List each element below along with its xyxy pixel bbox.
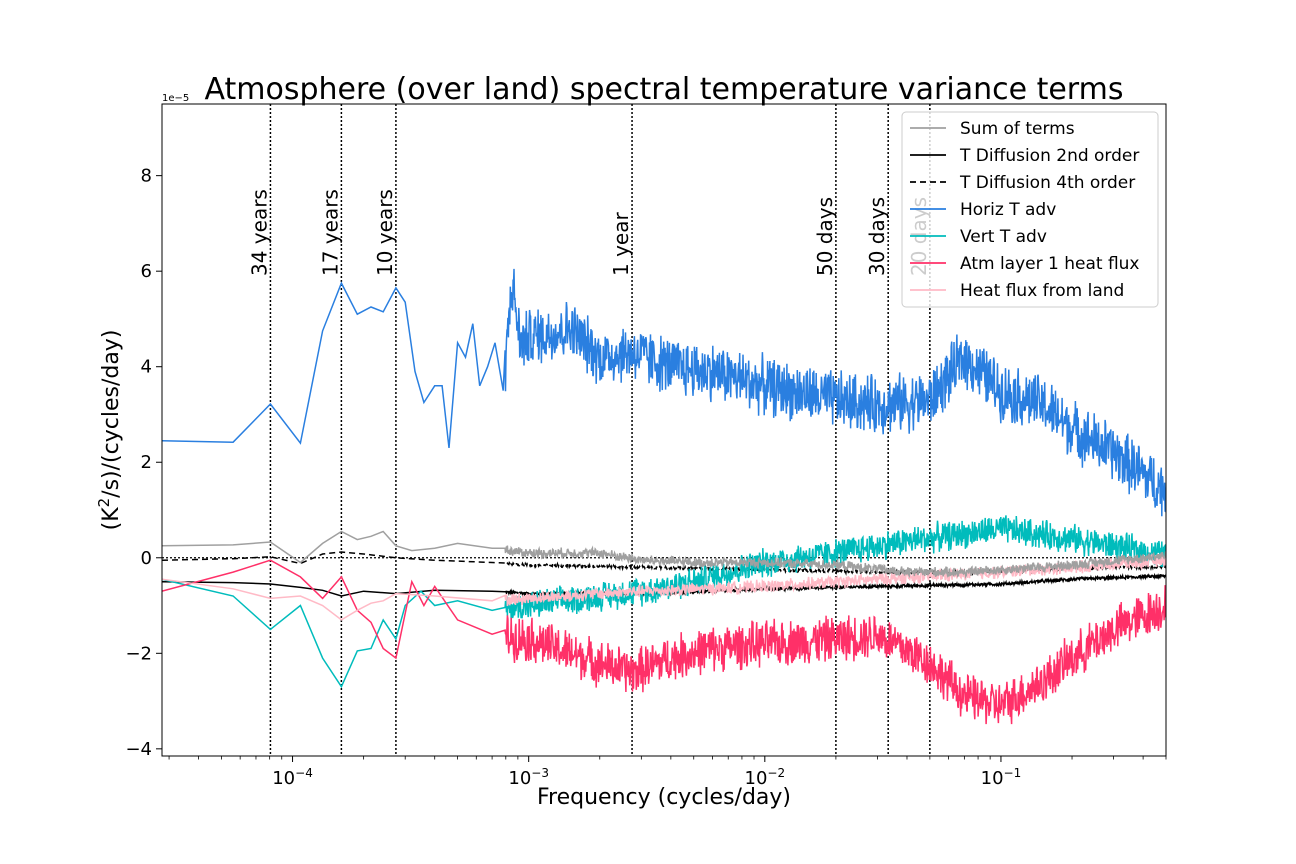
x-tick-label-2: 10−2 — [745, 766, 786, 789]
legend-label-2: T Diffusion 4th order — [959, 173, 1135, 193]
period-label-2: 10 years — [373, 189, 397, 276]
y-axis: −4 −2 0 2 4 6 8 — [125, 166, 162, 760]
x-tick-label-0: 10−4 — [272, 766, 313, 789]
legend-label-0: Sum of terms — [960, 119, 1075, 139]
series-line-6 — [162, 552, 1166, 621]
series-group — [162, 268, 1166, 725]
y-axis-label-rest: /s)/(cycles/day) — [99, 330, 124, 498]
period-label-3: 1 year — [609, 212, 633, 276]
plot-frame — [161, 103, 1167, 757]
series-line-0 — [162, 530, 1166, 580]
period-label-1: 17 years — [318, 189, 342, 276]
series-line-5 — [162, 559, 1166, 725]
y-tick-label-6: 8 — [141, 166, 152, 187]
chart-title: Atmosphere (over land) spectral temperat… — [205, 72, 1124, 107]
legend-label-5: Atm layer 1 heat flux — [960, 254, 1140, 274]
period-label-0: 34 years — [247, 189, 271, 276]
y-tick-label-1: −2 — [125, 643, 152, 664]
x-axis-label: Frequency (cycles/day) — [537, 785, 791, 810]
y-axis-label: (K2/s)/(cycles/day) — [95, 330, 124, 531]
legend-label-3: Horiz T adv — [960, 200, 1056, 220]
x-tick-label-1: 10−3 — [508, 766, 549, 789]
legend-label-4: Vert T adv — [960, 227, 1047, 247]
series-line-3 — [162, 268, 1166, 517]
period-label-5: 30 days — [865, 197, 889, 276]
y-axis-label-sup: 2 — [95, 498, 113, 508]
x-axis: 10−4 10−3 10−2 10−1 — [168, 756, 1167, 789]
y-offset-label: 1e−5 — [162, 93, 189, 104]
y-tick-label-2: 0 — [141, 548, 152, 569]
legend-box — [901, 111, 1159, 308]
legend-label-1: T Diffusion 2nd order — [959, 146, 1139, 166]
legend: Sum of terms T Diffusion 2nd order T Diffu… — [901, 111, 1159, 308]
y-tick-label-0: −4 — [125, 739, 152, 760]
y-tick-label-4: 4 — [141, 357, 152, 378]
y-tick-label-5: 6 — [141, 261, 152, 282]
x-tick-label-3: 10−1 — [981, 766, 1022, 789]
period-label-4: 50 days — [813, 197, 837, 276]
legend-label-6: Heat flux from land — [960, 281, 1124, 301]
y-axis-label-main: (K — [99, 507, 124, 531]
y-tick-label-3: 2 — [141, 452, 152, 473]
